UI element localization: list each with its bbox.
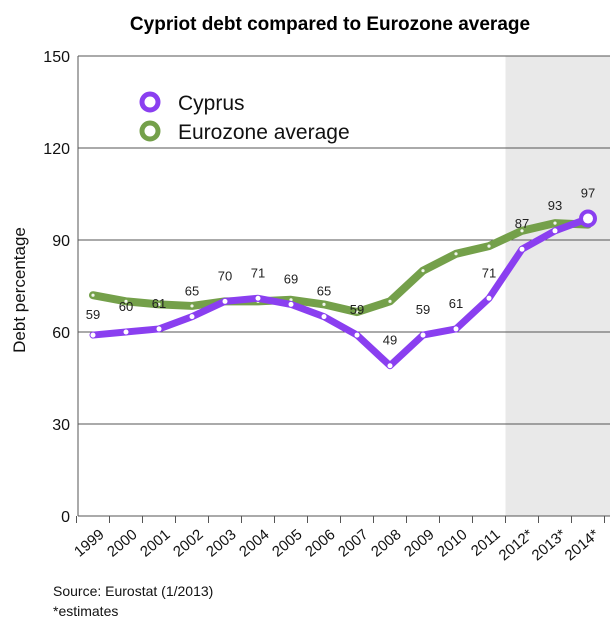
y-tick-label: 0: [61, 509, 70, 526]
series-line-cyprus: [89, 215, 592, 370]
y-tick-label: 150: [43, 49, 70, 66]
x-axis-ticks: 1999200020012002200320042005200620072008…: [71, 526, 603, 564]
data-label-cyprus: 70: [218, 268, 232, 283]
data-point-cyprus: [519, 246, 525, 252]
y-tick-label: 120: [43, 141, 70, 158]
x-tick-label: 2012*: [496, 526, 537, 564]
data-point-cyprus: [387, 363, 393, 369]
data-point-cyprus: [90, 332, 96, 338]
data-point-eurozone: [91, 293, 95, 297]
data-point-eurozone: [289, 298, 293, 302]
data-point-cyprus: [288, 301, 294, 307]
x-tick-label: 2001: [137, 526, 173, 560]
data-point-cyprus: [321, 314, 327, 320]
data-labels: 59 60 61 65 70 71 69 65 59 49 59 61 71 87 93 97: [86, 186, 595, 348]
legend-label-cyprus: Cyprus: [178, 92, 245, 115]
source-note: Source: Eurostat (1/2013): [53, 583, 214, 599]
data-point-cyprus: [453, 326, 459, 332]
legend: Cyprus Eurozone average: [139, 91, 350, 144]
data-label-cyprus: 65: [317, 284, 331, 299]
x-tick-label: 1999: [71, 526, 107, 560]
legend-marker-cyprus: [139, 91, 161, 113]
data-label-cyprus: 61: [152, 296, 166, 311]
data-label-cyprus: 59: [416, 302, 430, 317]
series-lines: [89, 209, 597, 370]
data-point-eurozone: [190, 304, 194, 308]
data-point-eurozone: [355, 310, 359, 314]
data-label-cyprus: 59: [350, 302, 364, 317]
x-tick-label: 2008: [368, 526, 404, 560]
data-label-cyprus: 71: [251, 265, 265, 280]
y-axis-label: Debt percentage: [10, 227, 29, 353]
data-label-cyprus: 49: [383, 333, 397, 348]
data-point-cyprus: [420, 332, 426, 338]
data-point-cyprus: [552, 228, 558, 234]
data-point-eurozone: [124, 299, 128, 303]
data-point-eurozone: [454, 252, 458, 256]
data-point-cyprus: [354, 332, 360, 338]
data-label-cyprus: 59: [86, 307, 100, 322]
x-tick-label: 2005: [269, 526, 305, 560]
data-label-cyprus: 61: [449, 296, 463, 311]
data-label-cyprus: 71: [482, 265, 496, 280]
data-point-eurozone: [520, 229, 524, 233]
estimates-shaded-region: [505, 56, 610, 516]
data-point-eurozone: [322, 302, 326, 306]
data-point-eurozone: [553, 221, 557, 225]
data-label-cyprus: 93: [548, 198, 562, 213]
data-point-cyprus: [156, 326, 162, 332]
x-tick-label: 2010: [434, 526, 470, 560]
data-point-eurozone: [421, 269, 425, 273]
data-point-eurozone: [487, 244, 491, 248]
y-tick-label: 30: [52, 417, 70, 434]
data-label-cyprus: 60: [119, 299, 133, 314]
data-point-cyprus: [486, 295, 492, 301]
y-axis-ticks: 0 30 60 90 120 150: [43, 49, 70, 526]
x-tick-label: 2000: [104, 526, 140, 560]
x-tick-label: 2009: [401, 526, 437, 560]
gridlines: [76, 55, 610, 523]
legend-item-eurozone: Eurozone average: [139, 120, 350, 144]
legend-item-cyprus: Cyprus: [139, 91, 245, 115]
x-tick-label: 2006: [302, 526, 338, 560]
data-point-cyprus: [123, 329, 129, 335]
x-tick-label: 2003: [203, 526, 239, 560]
data-point-cyprus: [255, 295, 261, 301]
chart: Cypriot debt compared to Eurozone averag…: [10, 14, 610, 564]
data-point-eurozone: [157, 302, 161, 306]
x-tick-label: 2014*: [562, 526, 603, 564]
chart-title: Cypriot debt compared to Eurozone averag…: [130, 14, 530, 35]
data-label-cyprus: 65: [185, 284, 199, 299]
data-label-cyprus: 97: [581, 186, 595, 201]
estimates-note: *estimates: [53, 603, 119, 619]
legend-marker-eurozone: [139, 120, 161, 142]
series-line-eurozone: [89, 219, 592, 317]
data-label-cyprus: 87: [515, 216, 529, 231]
x-tick-label: 2002: [170, 526, 206, 560]
data-point-eurozone: [388, 299, 392, 303]
data-label-cyprus: 69: [284, 271, 298, 286]
data-point-cyprus-last: [579, 209, 597, 228]
x-tick-label: 2004: [236, 526, 272, 560]
data-point-cyprus: [189, 314, 195, 320]
y-tick-label: 60: [52, 325, 70, 342]
y-tick-label: 90: [52, 233, 70, 250]
x-tick-label: 2007: [335, 526, 371, 560]
legend-label-eurozone: Eurozone average: [178, 121, 350, 144]
x-tick-label: 2013*: [529, 526, 570, 564]
data-point-cyprus: [222, 298, 228, 304]
